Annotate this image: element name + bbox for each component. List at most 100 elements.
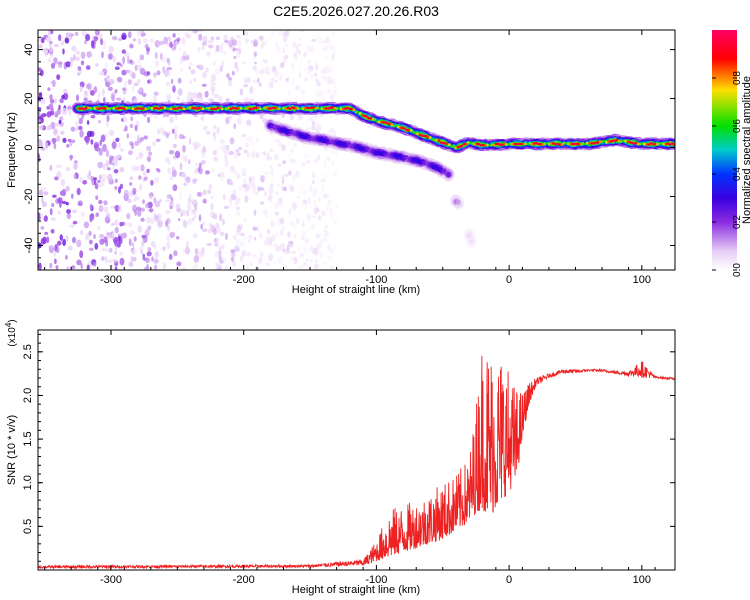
ridge-segment (456, 145, 460, 149)
noise-blob (250, 182, 255, 187)
noise-blob (216, 226, 221, 234)
noise-blob (244, 195, 249, 203)
noise-blob (310, 259, 313, 263)
ridge-segment (662, 142, 666, 146)
noise-blob (173, 250, 178, 257)
noise-blob (304, 76, 309, 82)
noise-blob (39, 125, 44, 130)
noise-blob (84, 39, 87, 45)
ridge-segment (626, 140, 630, 143)
ridge-segment (163, 106, 167, 109)
ridge-segment (244, 107, 247, 111)
x-tick-label: -100 (365, 574, 387, 586)
noise-blob (325, 89, 331, 95)
ridge-segment (407, 128, 411, 132)
ridge-segment (301, 107, 305, 111)
noise-blob (268, 253, 274, 262)
noise-blob (131, 72, 136, 79)
noise-blob (232, 47, 238, 52)
noise-blob (230, 253, 236, 258)
noise-blob (287, 240, 294, 245)
noise-blob (117, 142, 121, 149)
noise-blob (308, 184, 312, 188)
noise-blob (305, 127, 310, 131)
noise-blob (45, 141, 49, 149)
ridge-segment (293, 106, 296, 110)
noise-blob (264, 171, 269, 176)
noise-blob (137, 134, 140, 143)
noise-blob (330, 245, 337, 250)
ridge-segment (456, 199, 461, 205)
noise-blob (277, 256, 283, 265)
noise-blob (287, 231, 293, 238)
ridge-segment (620, 140, 623, 143)
ridge-segment (184, 107, 188, 111)
noise-blob (278, 197, 283, 204)
noise-blob (278, 76, 282, 81)
noise-blob (54, 98, 57, 105)
noise-blob (276, 183, 281, 187)
noise-blob (62, 137, 67, 143)
noise-blob (98, 181, 105, 188)
ridge-segment (505, 143, 509, 146)
noise-blob (255, 191, 259, 196)
ridge-2 (449, 194, 465, 210)
noise-blob (197, 142, 202, 148)
x-tick-label: 0 (506, 574, 512, 586)
noise-blob (77, 66, 82, 71)
noise-blob (280, 230, 284, 237)
noise-blob (120, 148, 124, 152)
noise-blob (127, 79, 132, 85)
noise-blob (103, 200, 108, 206)
ridge-segment (465, 142, 468, 146)
noise-blob (61, 94, 65, 100)
noise-blob (326, 80, 332, 85)
noise-blob (292, 256, 298, 260)
noise-blob (292, 40, 297, 48)
ridge-segment (556, 142, 559, 146)
noise-blob (242, 61, 247, 65)
noise-blob (326, 153, 331, 161)
noise-blob (54, 123, 60, 127)
noise-blob (189, 193, 192, 202)
ridge-segment (363, 114, 366, 118)
noise-blob (277, 30, 284, 36)
noise-blob (59, 234, 63, 241)
noise-blob (208, 184, 213, 190)
ridge-segment (348, 107, 351, 111)
noise-blob (107, 167, 111, 171)
ridge-segment (356, 110, 360, 114)
noise-blob (137, 58, 140, 66)
noise-blob (208, 39, 214, 44)
noise-blob (79, 229, 84, 236)
noise-blob (101, 256, 105, 261)
noise-blob (65, 255, 68, 260)
noise-blob (294, 56, 298, 62)
ridge-segment (522, 142, 525, 146)
noise-blob (167, 72, 172, 76)
noise-blob (255, 152, 260, 158)
ridge-segment (278, 107, 281, 111)
noise-blob (212, 81, 216, 86)
ridge-segment (592, 141, 596, 145)
noise-blob (140, 32, 147, 37)
noise-blob (238, 147, 243, 151)
ridge-segment (125, 106, 128, 110)
noise-blob (57, 210, 61, 215)
ridge-segment (507, 142, 511, 146)
ridge-segment (344, 107, 347, 110)
noise-blob (282, 35, 288, 43)
noise-blob (311, 180, 315, 184)
noise-blob (252, 226, 257, 231)
ridge-segment (195, 107, 198, 110)
colorbar-tick-label: 0.4 (732, 167, 743, 181)
noise-blob (223, 50, 226, 55)
noise-blob (201, 160, 206, 165)
snr-series-line (38, 355, 675, 570)
noise-blob (310, 74, 314, 79)
ridge-segment (316, 106, 320, 110)
noise-blob (114, 89, 118, 94)
noise-blob (175, 203, 181, 212)
snr-multiplier: (x104) (4, 319, 18, 346)
noise-blob (322, 193, 328, 199)
